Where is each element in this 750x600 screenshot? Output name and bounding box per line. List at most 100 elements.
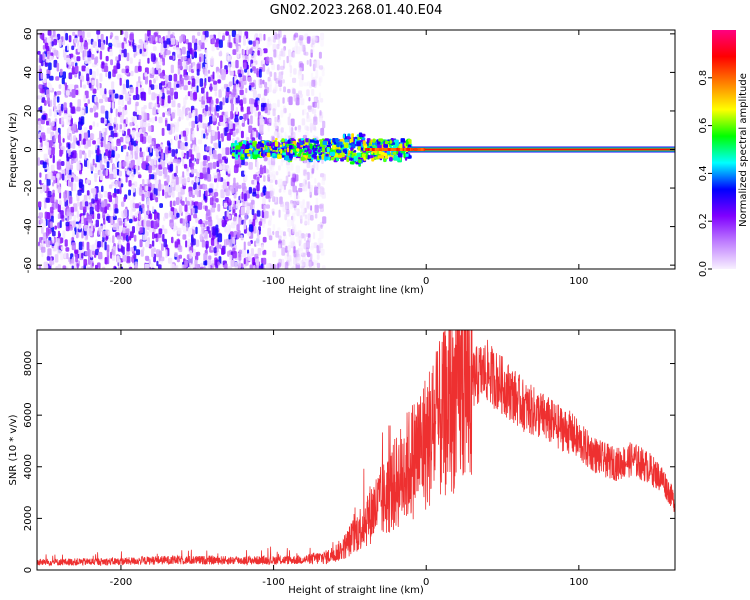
spectrogram-noise-cell	[203, 266, 206, 269]
spectrogram-noise-cell	[225, 147, 230, 155]
spectrogram-noise-cell	[163, 228, 168, 234]
spectrogram-noise-cell	[67, 84, 72, 90]
spectrogram-noise-cell	[177, 103, 181, 108]
spectrogram-burst-cell	[253, 150, 259, 155]
spectrogram-noise-cell	[237, 69, 241, 75]
spectrogram-noise-cell	[54, 254, 59, 263]
spectrogram-noise-cell	[37, 157, 40, 166]
spectrogram-noise-cell	[184, 74, 189, 81]
spectrogram-noise-cell	[276, 263, 280, 269]
spectrogram-noise-cell	[191, 68, 195, 74]
spectrogram-noise-cell	[72, 31, 76, 36]
spectrogram-noise-cell	[47, 248, 52, 258]
spectrogram-noise-cell	[183, 164, 188, 169]
spectrogram-noise-cell	[152, 231, 155, 240]
spectrogram-noise-cell	[100, 117, 105, 124]
spectrogram-noise-cell	[207, 110, 210, 115]
spectrogram-noise-cell	[170, 37, 176, 45]
spectrogram-noise-cell	[187, 228, 193, 237]
spectrogram-noise-cell	[158, 116, 163, 124]
spectrogram-noise-cell	[79, 268, 83, 269]
spectrogram-burst-cell	[358, 159, 362, 164]
spectrogram-noise-cell	[88, 249, 91, 258]
spectrogram-noise-cell	[88, 228, 93, 237]
spectrogram-noise-cell	[57, 176, 60, 186]
spectrogram-noise-cell	[125, 117, 129, 125]
spectrogram-noise-cell	[321, 178, 325, 186]
spectrogram-burst-cell	[403, 152, 406, 158]
spectrogram-noise-cell	[67, 174, 72, 179]
spectrogram-noise-cell	[219, 50, 222, 55]
spectrogram-noise-cell	[187, 238, 191, 245]
spectrogram-noise-cell	[227, 214, 231, 220]
spectrogram-burst-cell	[237, 152, 242, 155]
spectrogram-noise-cell	[93, 243, 97, 252]
tone-onset-cell	[387, 148, 391, 151]
spectrogram-noise-cell	[87, 99, 90, 104]
snr-y-tick-label: 0	[23, 567, 34, 573]
snr-x-tick-label: -100	[262, 577, 285, 588]
spectrogram-noise-cell	[132, 95, 137, 101]
spectrogram-noise-cell	[103, 131, 106, 141]
spectrogram-noise-cell	[78, 179, 84, 188]
spectrogram-noise-cell	[320, 39, 324, 47]
spectrogram-noise-cell	[42, 232, 46, 242]
spectrogram-noise-cell	[316, 254, 320, 260]
spectrogram-noise-cell	[224, 111, 227, 116]
spectrogram-noise-cell	[204, 190, 208, 197]
spectrogram-noise-cell	[232, 88, 237, 96]
spectrogram-noise-cell	[314, 97, 317, 102]
tone-onset-cell	[365, 148, 369, 151]
spectrogram-noise-cell	[102, 169, 106, 177]
spectrogram-noise-cell	[300, 98, 305, 106]
colorbar-ticks: 0.00.20.40.60.8	[698, 70, 712, 277]
spectrogram-noise-cell	[117, 180, 121, 187]
spectrogram-noise-cell	[94, 163, 97, 168]
spectrogram-noise-cell	[72, 230, 75, 238]
spectrogram-noise-cell	[149, 35, 154, 44]
spectrogram-noise-cell	[262, 118, 265, 127]
spectrogram-noise-cell	[158, 151, 161, 157]
spectrogram-noise-cell	[185, 197, 188, 203]
spectrogram-noise-cell	[159, 58, 163, 65]
spectrogram-noise-cell	[47, 97, 50, 105]
spectrogram-noise-cell	[319, 229, 324, 239]
spectrogram-noise-cell	[204, 260, 208, 266]
spectrogram-noise-cell	[41, 226, 44, 234]
spectrogram-noise-cell	[79, 149, 82, 159]
spectrogram-noise-cell	[207, 69, 211, 74]
spectrogram-noise-cell	[165, 110, 168, 115]
spectrogram-noise-cell	[73, 203, 78, 212]
spectrogram-noise-cell	[194, 51, 197, 59]
spectrogram-noise-cell	[130, 116, 135, 122]
spectrogram-noise-cell	[232, 209, 236, 214]
spectrogram-noise-cell	[65, 90, 70, 96]
spectrogram-burst-cell	[382, 151, 388, 157]
spectrogram-noise-cell	[193, 213, 198, 219]
spectrogram-noise-cell	[101, 149, 105, 155]
spectrogram-noise-cell	[47, 30, 52, 36]
spectrogram-noise-cell	[48, 62, 52, 71]
spectrogram-noise-cell	[94, 95, 97, 103]
spectrogram-noise-cell	[129, 266, 133, 269]
spectrogram-noise-cell	[212, 227, 215, 237]
spectrogram-noise-cell	[212, 71, 215, 80]
spectrogram-noise-cell	[172, 158, 178, 163]
tone-onset-cell	[366, 148, 370, 151]
spectrogram-noise-cell	[277, 244, 281, 250]
spectrogram-noise-cell	[246, 205, 250, 214]
spectrogram-noise-cell	[305, 247, 309, 256]
spectrogram-noise-cell	[74, 37, 78, 44]
spectrogram-noise-cell	[269, 166, 272, 172]
spectrogram-noise-cell	[301, 260, 305, 267]
spectrogram-noise-cell	[76, 161, 80, 170]
spectrogram-burst-cell	[265, 145, 268, 150]
spectrogram-noise-cell	[59, 237, 63, 244]
spectrogram-noise-cell	[164, 102, 169, 108]
spectrogram-noise-cell	[109, 48, 114, 57]
spectrogram-noise-cell	[209, 83, 213, 92]
spectrogram-noise-cell	[267, 227, 272, 237]
spectrogram-noise-cell	[232, 251, 237, 259]
spectrogram-noise-cell	[125, 228, 130, 233]
